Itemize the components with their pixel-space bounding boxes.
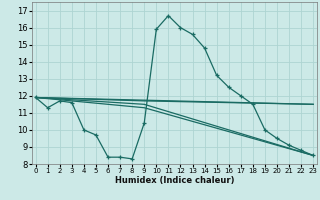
X-axis label: Humidex (Indice chaleur): Humidex (Indice chaleur) xyxy=(115,176,234,185)
